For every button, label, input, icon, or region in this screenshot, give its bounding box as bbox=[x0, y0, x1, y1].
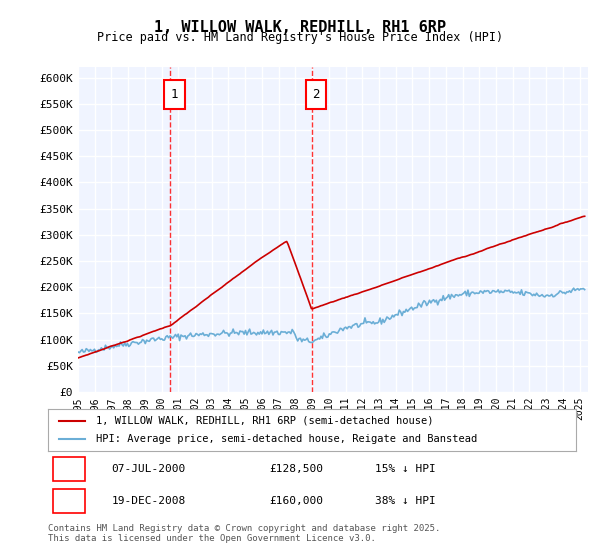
Text: 2: 2 bbox=[312, 88, 320, 101]
FancyBboxPatch shape bbox=[53, 457, 85, 481]
Text: 1: 1 bbox=[66, 464, 73, 474]
Text: Contains HM Land Registry data © Crown copyright and database right 2025.
This d: Contains HM Land Registry data © Crown c… bbox=[48, 524, 440, 543]
FancyBboxPatch shape bbox=[53, 489, 85, 514]
Text: 2: 2 bbox=[66, 496, 73, 506]
Text: 07-JUL-2000: 07-JUL-2000 bbox=[112, 464, 185, 474]
FancyBboxPatch shape bbox=[164, 80, 185, 109]
Text: 15% ↓ HPI: 15% ↓ HPI bbox=[376, 464, 436, 474]
Text: 1, WILLOW WALK, REDHILL, RH1 6RP: 1, WILLOW WALK, REDHILL, RH1 6RP bbox=[154, 20, 446, 35]
Text: 19-DEC-2008: 19-DEC-2008 bbox=[112, 496, 185, 506]
Text: 1: 1 bbox=[171, 88, 178, 101]
Text: £128,500: £128,500 bbox=[270, 464, 324, 474]
Text: £160,000: £160,000 bbox=[270, 496, 324, 506]
Text: 1, WILLOW WALK, REDHILL, RH1 6RP (semi-detached house): 1, WILLOW WALK, REDHILL, RH1 6RP (semi-d… bbox=[95, 416, 433, 426]
Text: HPI: Average price, semi-detached house, Reigate and Banstead: HPI: Average price, semi-detached house,… bbox=[95, 434, 477, 444]
Text: 38% ↓ HPI: 38% ↓ HPI bbox=[376, 496, 436, 506]
Text: Price paid vs. HM Land Registry's House Price Index (HPI): Price paid vs. HM Land Registry's House … bbox=[97, 31, 503, 44]
FancyBboxPatch shape bbox=[306, 80, 326, 109]
